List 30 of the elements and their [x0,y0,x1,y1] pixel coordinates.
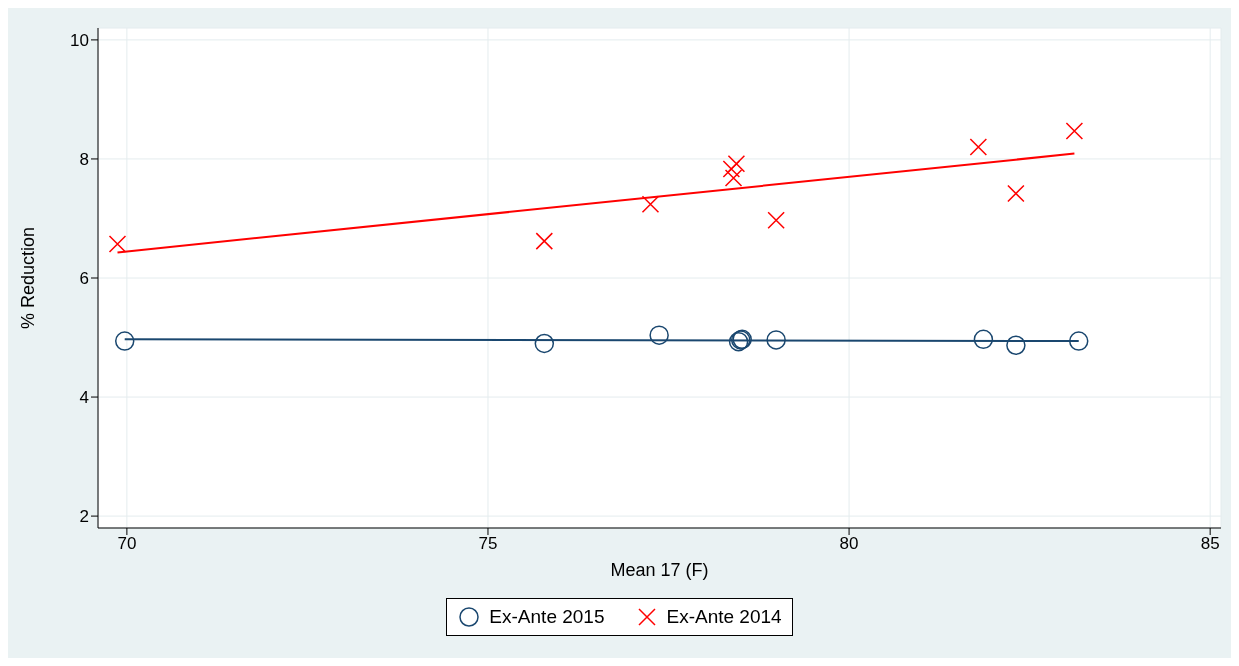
point [535,232,554,250]
point [969,138,988,156]
y-tick-label: 6 [79,269,89,289]
point [649,325,669,345]
x-tick-label: 70 [117,534,137,554]
point [1007,184,1025,203]
y-tick-label: 10 [70,30,89,50]
point [641,195,660,213]
point [534,333,555,354]
point [766,330,786,350]
legend-label: Ex-Ante 2015 [489,606,605,628]
point [1006,335,1026,356]
y-tick-label: 8 [79,149,89,169]
x-axis-title: Mean 17 (F) [610,560,709,580]
point [724,169,743,187]
point [114,331,135,351]
point [727,154,746,173]
x-tick-label: 75 [478,534,498,554]
x-tick-label: 80 [839,534,859,554]
point [1068,331,1089,351]
legend-label: Ex-Ante 2014 [666,606,782,628]
point [108,235,127,253]
point [973,329,994,350]
point [722,160,741,178]
y-axis-title: % Reduction [18,226,39,330]
point [1065,122,1084,140]
y-tick-label: 4 [79,388,89,408]
point [767,211,785,230]
x-tick-label: 85 [1200,534,1220,554]
y-tick-label: 2 [79,507,89,527]
